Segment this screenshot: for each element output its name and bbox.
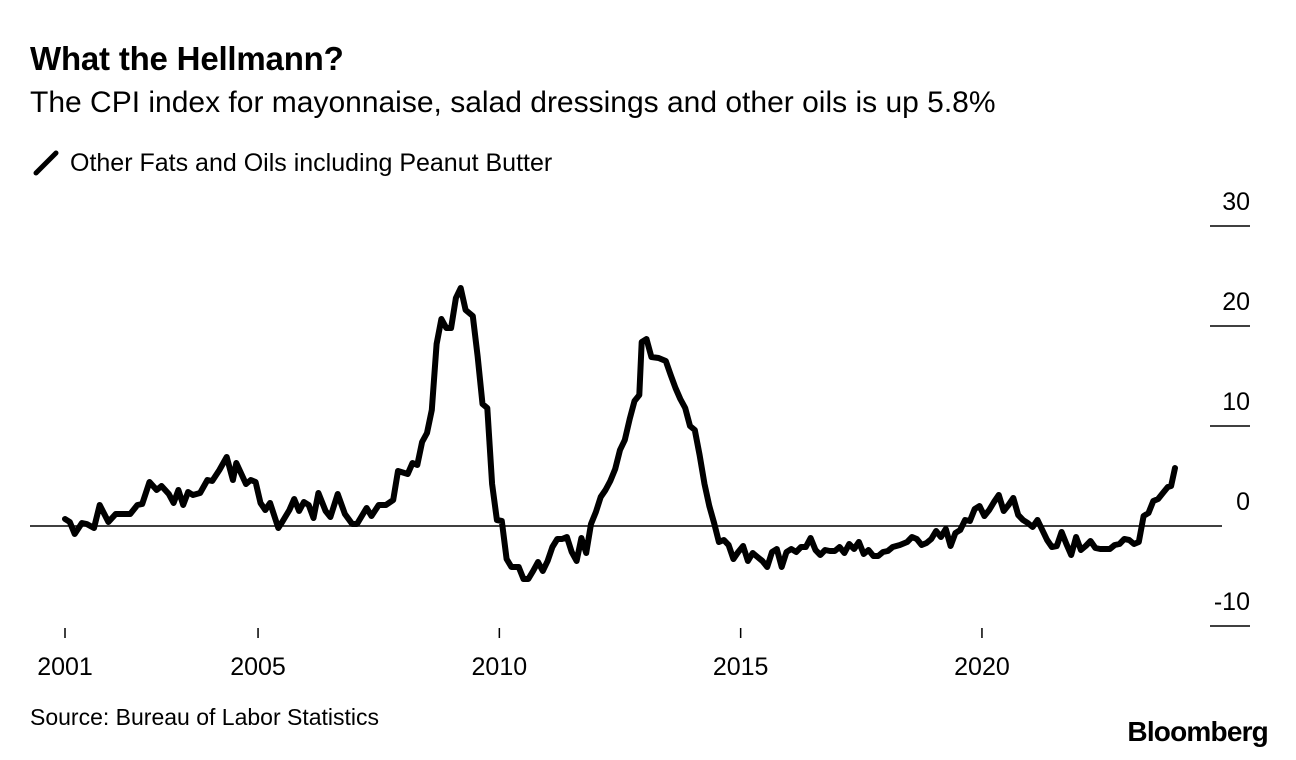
source-note: Source: Bureau of Labor Statistics <box>30 704 380 730</box>
x-tick-label: 2001 <box>37 653 93 681</box>
series-line-other-fats-oils <box>62 285 1178 582</box>
y-tick-label: 30 <box>1222 188 1250 216</box>
chart-legend: Other Fats and Oils including Peanut But… <box>32 148 552 178</box>
x-tick-label: 2015 <box>713 653 769 681</box>
y-tick-label: 20 <box>1222 288 1250 316</box>
bloomberg-logo: Bloomberg <box>1127 716 1268 747</box>
y-tick-label: 10 <box>1222 388 1250 416</box>
line-swatch-icon <box>33 150 59 176</box>
x-tick-label: 2020 <box>954 653 1010 681</box>
legend-label: Other Fats and Oils including Peanut But… <box>70 148 553 177</box>
chart-subtitle: The CPI index for mayonnaise, salad dres… <box>30 86 996 119</box>
x-tick-label: 2010 <box>472 653 528 681</box>
y-axis: 30 20 10 0 -10 <box>1210 188 1250 627</box>
chart-title: What the Hellmann? <box>30 40 344 77</box>
y-tick-label: -10 <box>1214 588 1250 616</box>
x-tick-label: 2005 <box>230 653 286 681</box>
x-axis: 2001 2005 2010 2015 2020 <box>37 628 1010 681</box>
y-tick-label: 0 <box>1236 488 1250 516</box>
